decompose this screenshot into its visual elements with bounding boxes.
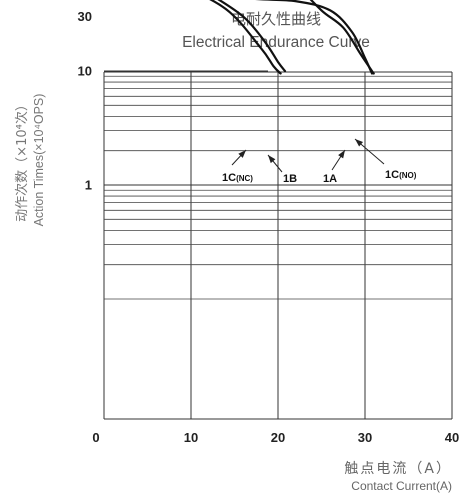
leader-arrowhead <box>355 139 364 147</box>
x-tick-labels: 0 10 20 30 40 <box>92 430 459 445</box>
leader-arrowhead <box>268 155 276 164</box>
label-1b: 1B <box>283 173 297 185</box>
y-axis-label-cn: 动作次数（×10⁴次） <box>14 98 30 222</box>
label-1c-nc: 1C(NC) <box>222 172 253 184</box>
x-tick-label: 10 <box>184 430 198 445</box>
chart-subtitle: Electrical Endurance Curve <box>182 34 370 51</box>
y-tick-label: 1 <box>85 178 92 193</box>
x-axis-label-en: Contact Current(A) <box>351 479 452 493</box>
curve-1c-nc <box>209 0 282 75</box>
label-1c-no: 1C(NO) <box>385 169 417 181</box>
curves <box>209 0 375 75</box>
x-axis-label-cn: 触点电流（A） <box>344 461 452 477</box>
y-tick-label: 10 <box>78 64 92 79</box>
label-1a: 1A <box>323 173 337 185</box>
leader-arrowhead <box>338 150 345 159</box>
y-axis-label-en: Action Times(×10⁴OPS) <box>32 94 46 227</box>
leader-arrowhead <box>238 150 246 158</box>
curve-labels: 1C(NC) 1B 1A 1C(NO) <box>222 169 417 185</box>
curve-1c-no <box>309 0 375 75</box>
x-tick-label: 20 <box>271 430 285 445</box>
y-tick-label: 30 <box>78 9 92 24</box>
x-tick-label: 40 <box>445 430 459 445</box>
chart-title: 电耐久性曲线 <box>231 10 321 28</box>
label-leaders <box>231 138 385 173</box>
x-tick-label: 0 <box>92 430 99 445</box>
y-tick-labels: 10030101 <box>78 9 92 193</box>
x-tick-label: 30 <box>358 430 372 445</box>
grid <box>103 70 453 420</box>
curve-1b <box>217 0 287 73</box>
